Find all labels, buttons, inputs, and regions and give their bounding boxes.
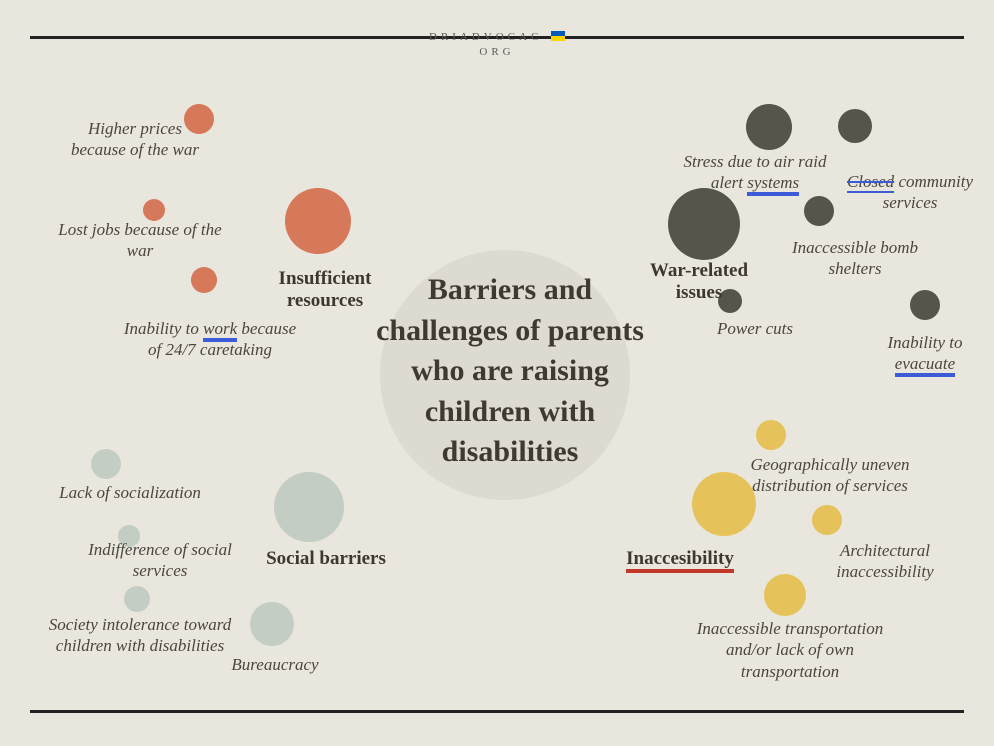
bubble-res-main xyxy=(285,188,351,254)
lbl-res-2: Lost jobs because of the war xyxy=(50,219,230,262)
bubble-acc-1 xyxy=(756,420,786,450)
lbl-soc-4: Bureaucracy xyxy=(210,654,340,675)
lbl-soc-2: Indifference of social services xyxy=(70,539,250,582)
bubble-soc-1 xyxy=(91,449,121,479)
lbl-war-4: Power cuts xyxy=(700,318,810,339)
lbl-res-3: Inability to work because of 24/7 careta… xyxy=(120,318,300,361)
bubble-acc-3 xyxy=(764,574,806,616)
center-title: Barriers and challenges of parents who a… xyxy=(370,270,650,473)
category-resources: Insufficient resources xyxy=(255,268,395,312)
org-line2: ORG xyxy=(479,46,514,58)
bubble-war-1 xyxy=(746,104,792,150)
category-war: War-related issues xyxy=(634,260,764,304)
org-header: DRIADVOCAC ORG xyxy=(0,30,994,61)
bubble-acc-2 xyxy=(812,505,842,535)
org-line1: DRIADVOCAC xyxy=(429,31,542,43)
bubble-res-3 xyxy=(191,267,217,293)
lbl-acc-2: Architectural inaccessibility xyxy=(810,540,960,583)
lbl-soc-3: Society intolerance toward children with… xyxy=(40,614,240,657)
lbl-war-3: Inaccessible bomb shelters xyxy=(770,237,940,280)
bubble-res-2 xyxy=(143,199,165,221)
lbl-acc-1: Geographically uneven distribution of se… xyxy=(720,454,940,497)
category-social: Social barriers xyxy=(246,548,406,570)
lbl-war-2: Closed community services xyxy=(840,171,980,214)
lbl-war-1: Stress due to air raid alert systems xyxy=(670,151,840,194)
category-access: Inaccesibility xyxy=(610,548,750,570)
bubble-war-5 xyxy=(910,290,940,320)
bubble-war-3 xyxy=(804,196,834,226)
bubble-soc-main xyxy=(274,472,344,542)
lbl-res-1: Higher prices because of the war xyxy=(60,118,210,161)
bubble-soc-4 xyxy=(250,602,294,646)
lbl-acc-3: Inaccessible transportation and/or lack … xyxy=(680,618,900,682)
lbl-war-5: Inability to evacuate xyxy=(865,332,985,375)
lbl-soc-1: Lack of socialization xyxy=(40,482,220,503)
bubble-war-main xyxy=(668,188,740,260)
bubble-soc-3 xyxy=(124,586,150,612)
rule-bottom xyxy=(30,710,964,713)
diagram-stage: DRIADVOCAC ORG Barriers and challenges o… xyxy=(0,0,994,746)
bubble-war-2 xyxy=(838,109,872,143)
flag-icon xyxy=(551,31,565,41)
